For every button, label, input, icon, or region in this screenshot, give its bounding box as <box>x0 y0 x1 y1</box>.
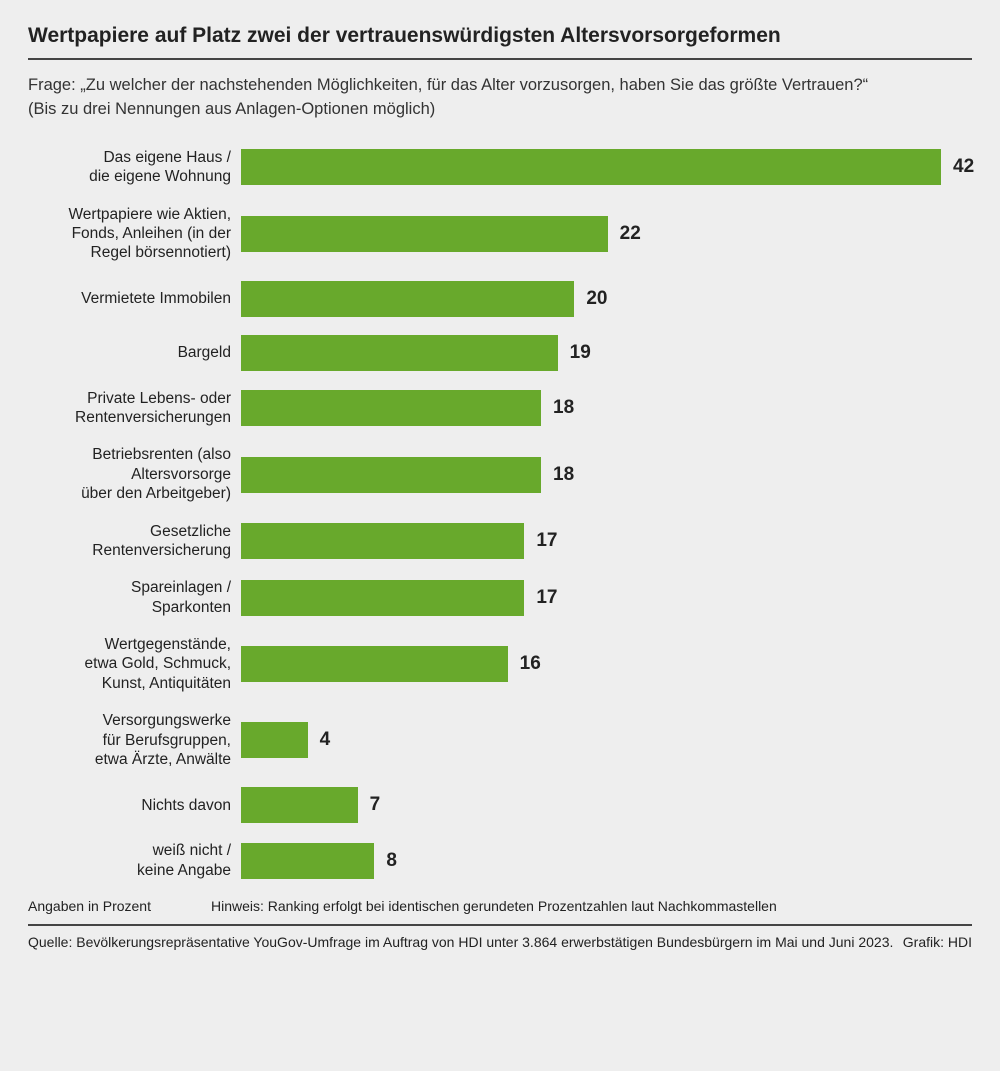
bar-label: Vermietete Immobilen <box>28 289 241 308</box>
bar-row: Das eigene Haus /die eigene Wohnung 42 <box>28 148 972 187</box>
bar-label: Das eigene Haus /die eigene Wohnung <box>28 148 241 187</box>
bar-wrap: 22 <box>241 216 972 252</box>
bar-value: 17 <box>536 587 557 609</box>
bar-row: Wertpapiere wie Aktien,Fonds, Anleihen (… <box>28 205 972 263</box>
bar-row: Wertgegenstände,etwa Gold, Schmuck,Kunst… <box>28 635 972 693</box>
bar-wrap: 16 <box>241 646 972 682</box>
bar-value: 42 <box>953 156 974 178</box>
question-line2: (Bis zu drei Nennungen aus Anlagen-Optio… <box>28 100 435 118</box>
bar-label: Betriebsrenten (alsoAltersvorsorgeüber d… <box>28 445 241 503</box>
bar <box>241 843 374 879</box>
bar-row: Nichts davon 7 <box>28 787 972 823</box>
bar <box>241 281 574 317</box>
bar-label: weiß nicht /keine Angabe <box>28 841 241 880</box>
bar-label: Spareinlagen /Sparkonten <box>28 578 241 617</box>
chart-notes: Angaben in Prozent Hinweis: Ranking erfo… <box>28 898 972 926</box>
bar-row: Versorgungswerkefür Berufsgruppen,etwa Ä… <box>28 711 972 769</box>
horizontal-bar-chart: Das eigene Haus /die eigene Wohnung 42 Wer… <box>28 148 972 880</box>
chart-title: Wertpapiere auf Platz zwei der vertrauen… <box>28 24 972 60</box>
bar-wrap: 18 <box>241 390 972 426</box>
note-unit: Angaben in Prozent <box>28 898 151 914</box>
bar <box>241 523 524 559</box>
bar-row: Spareinlagen /Sparkonten 17 <box>28 578 972 617</box>
bar <box>241 580 524 616</box>
bar-row: Betriebsrenten (alsoAltersvorsorgeüber d… <box>28 445 972 503</box>
bar-label: Versorgungswerkefür Berufsgruppen,etwa Ä… <box>28 711 241 769</box>
bar <box>241 149 941 185</box>
bar-row: weiß nicht /keine Angabe 8 <box>28 841 972 880</box>
bar <box>241 457 541 493</box>
bar-wrap: 8 <box>241 843 972 879</box>
bar-label: Bargeld <box>28 343 241 362</box>
bar-value: 18 <box>553 464 574 486</box>
bar-wrap: 20 <box>241 281 972 317</box>
bar-value: 17 <box>536 530 557 552</box>
bar-value: 7 <box>370 794 381 816</box>
bar-wrap: 4 <box>241 722 972 758</box>
bar <box>241 646 508 682</box>
bar <box>241 722 308 758</box>
bar-label: GesetzlicheRentenversicherung <box>28 522 241 561</box>
bar-row: GesetzlicheRentenversicherung 17 <box>28 522 972 561</box>
bar-label: Wertpapiere wie Aktien,Fonds, Anleihen (… <box>28 205 241 263</box>
bar-wrap: 19 <box>241 335 972 371</box>
bar-value: 16 <box>520 653 541 675</box>
bar-row: Vermietete Immobilen 20 <box>28 281 972 317</box>
source-line: Quelle: Bevölkerungsrepräsentative YouGo… <box>28 934 972 950</box>
bar <box>241 787 358 823</box>
bar-value: 8 <box>386 850 397 872</box>
bar-wrap: 7 <box>241 787 972 823</box>
source-text: Quelle: Bevölkerungsrepräsentative YouGo… <box>28 934 893 950</box>
bar-label: Nichts davon <box>28 796 241 815</box>
question-line1: Frage: „Zu welcher der nachstehenden Mög… <box>28 76 868 94</box>
bar-value: 4 <box>320 729 331 751</box>
bar-wrap: 17 <box>241 523 972 559</box>
note-ranking: Hinweis: Ranking erfolgt bei identischen… <box>211 898 777 914</box>
bar <box>241 390 541 426</box>
bar-value: 20 <box>586 288 607 310</box>
bar-value: 19 <box>570 342 591 364</box>
bar-wrap: 18 <box>241 457 972 493</box>
bar-label: Private Lebens- oderRentenversicherungen <box>28 389 241 428</box>
bar <box>241 216 608 252</box>
bar-wrap: 17 <box>241 580 972 616</box>
bar-value: 22 <box>620 223 641 245</box>
bar-wrap: 42 <box>241 149 974 185</box>
survey-question: Frage: „Zu welcher der nachstehenden Mög… <box>28 74 972 122</box>
bar <box>241 335 558 371</box>
bar-row: Private Lebens- oderRentenversicherungen… <box>28 389 972 428</box>
bar-label: Wertgegenstände,etwa Gold, Schmuck,Kunst… <box>28 635 241 693</box>
bar-value: 18 <box>553 397 574 419</box>
credit-text: Grafik: HDI <box>903 934 972 950</box>
bar-row: Bargeld 19 <box>28 335 972 371</box>
